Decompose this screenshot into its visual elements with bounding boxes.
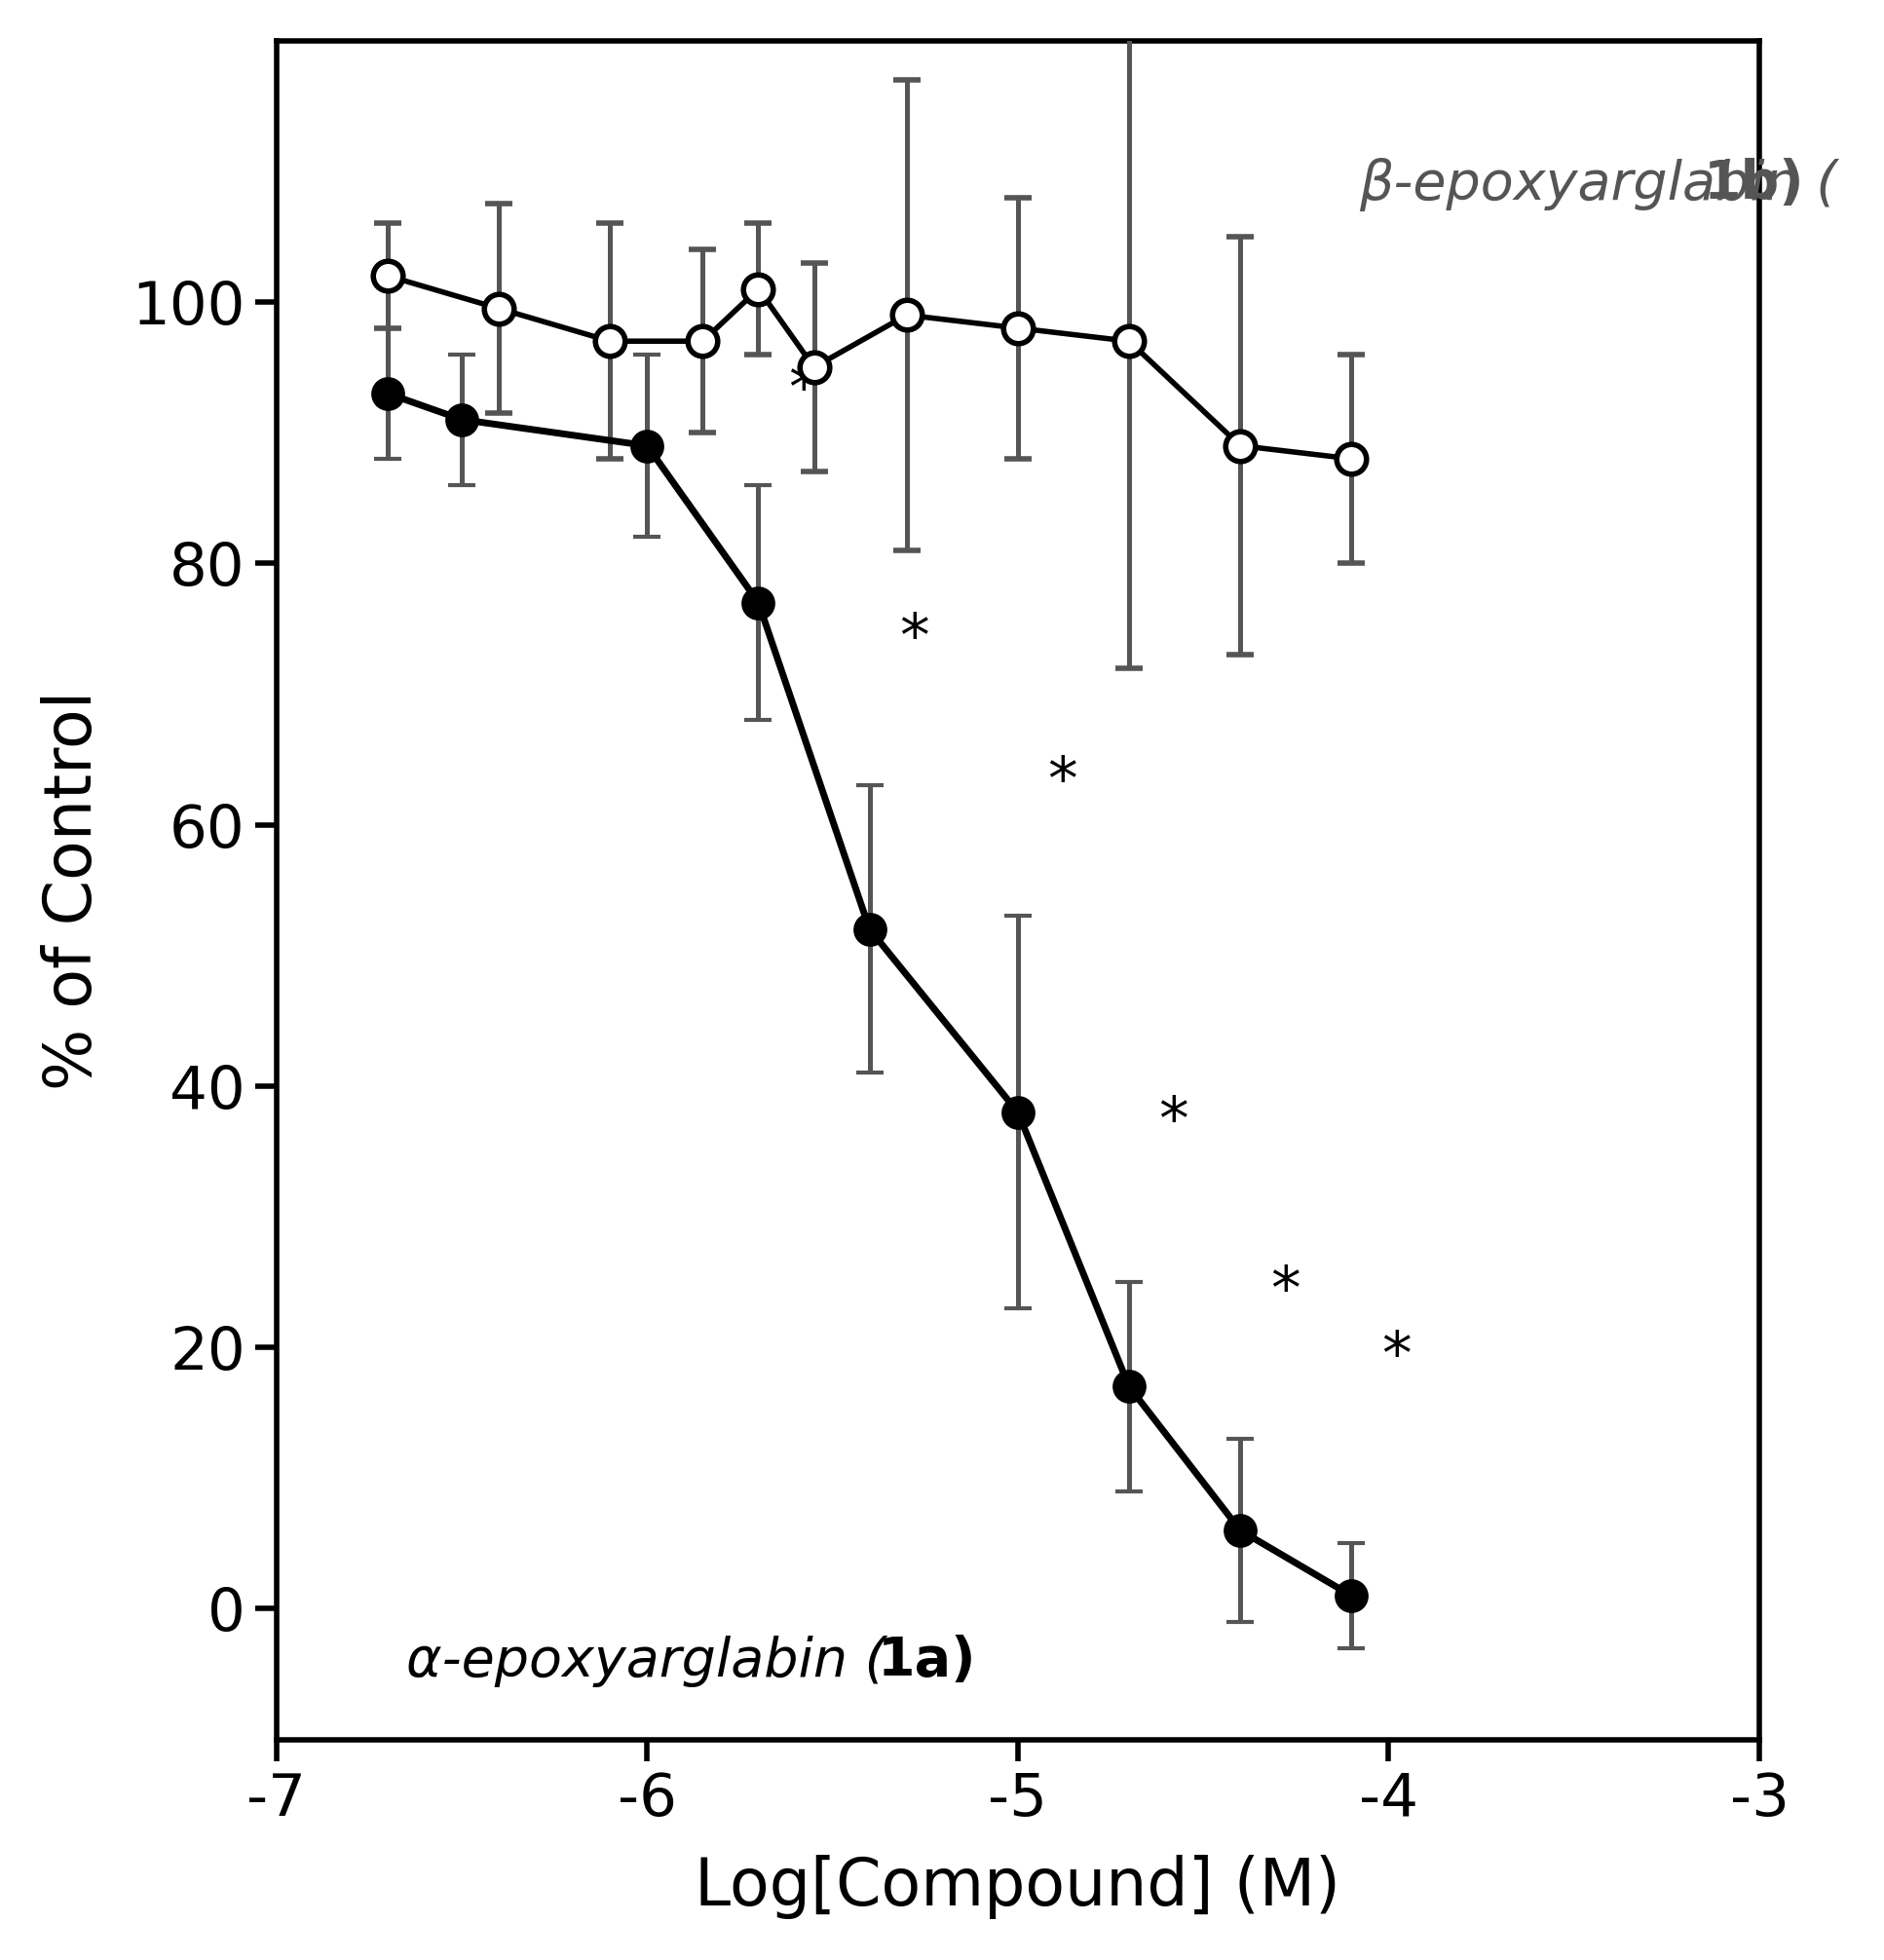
Text: *: * xyxy=(1270,1264,1300,1321)
Text: *: * xyxy=(788,363,818,419)
Text: *: * xyxy=(1048,755,1078,811)
Text: *: * xyxy=(1159,1094,1189,1151)
Y-axis label: % of Control: % of Control xyxy=(41,690,106,1090)
Text: 1a): 1a) xyxy=(878,1635,976,1688)
Text: α-epoxyarglabin (: α-epoxyarglabin ( xyxy=(407,1635,885,1688)
Text: *: * xyxy=(1381,1329,1411,1386)
Text: *: * xyxy=(899,610,929,668)
X-axis label: Log[Compound] (M): Log[Compound] (M) xyxy=(695,1854,1341,1919)
Text: 1b): 1b) xyxy=(1703,159,1805,210)
Text: β-epoxyarglabin (: β-epoxyarglabin ( xyxy=(1358,157,1837,212)
